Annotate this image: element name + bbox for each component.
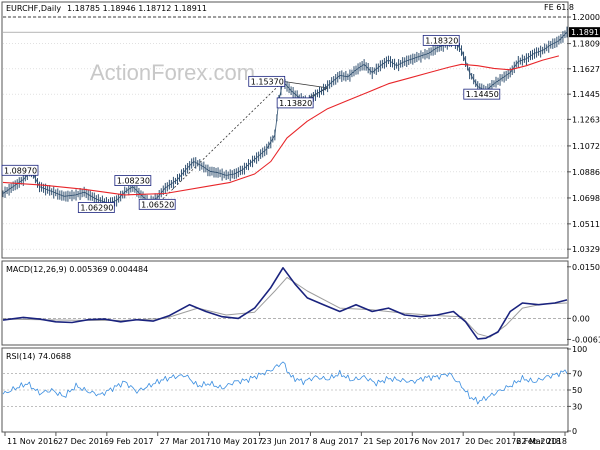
price-annotation-text: 1.18320	[425, 36, 458, 45]
chart-ohlc-values: 1.18785 1.18946 1.18712 1.18911	[67, 4, 207, 13]
x-tick-label: 9 Feb 2017	[109, 437, 154, 446]
x-tick-label: 27 Mar 2017	[160, 437, 211, 446]
macd-panel-title: MACD(12,26,9) 0.005369 0.004484	[6, 265, 148, 274]
y-tick-label: 100	[572, 345, 587, 354]
price-annotation-box	[114, 175, 152, 186]
price-annotation-text: 1.06290	[80, 204, 113, 213]
macd-line	[2, 267, 568, 340]
y-tick-label: 1.20000	[572, 13, 600, 22]
price-annotation-box	[138, 198, 176, 210]
y-tick-label: 1.10725	[572, 142, 600, 151]
fibonacci-projection-line	[282, 80, 328, 89]
x-tick-label: 23 Jun 2017	[262, 437, 310, 446]
x-tick-label: 10 May 2017	[211, 437, 263, 446]
last-price-tag	[569, 27, 600, 38]
y-tick-label: 0.00	[572, 314, 590, 323]
rsi-y-axis: 100 70 50 30 0	[567, 345, 587, 436]
y-tick-label: -0.006163	[572, 335, 600, 344]
price-annotation: 1.13820	[276, 97, 314, 109]
y-tick-label: 1.06980	[572, 194, 600, 203]
macd-y-axis: 0.015097 0.00 -0.006163	[567, 263, 600, 344]
price-annotation-box	[422, 34, 460, 46]
price-y-axis: 1.20000 1.18090 1.16275 1.14450 1.12635 1.107…	[567, 13, 600, 254]
x-tick-label: 27 Dec 2016	[58, 437, 109, 446]
chart-symbol-timeframe: EURCHF,Daily	[6, 4, 61, 13]
price-annotation-text: 1.08230	[117, 177, 150, 186]
x-tick-label: 21 Sep 2017	[363, 437, 414, 446]
y-tick-label: 1.14450	[572, 90, 600, 99]
y-tick-label: 1.12635	[572, 115, 600, 124]
price-annotations: 1.08970 1.06290 1.08230 1.06520 1.15370 1.138…	[1, 34, 501, 213]
last-price-tag-text: 1.18911	[571, 28, 600, 37]
rsi-line	[2, 361, 568, 405]
price-annotation-box	[77, 202, 115, 213]
x-tick-label: 22 Mar 2018	[516, 437, 567, 446]
y-tick-label: 1.05115	[572, 220, 600, 229]
price-annotation: 1.06290	[77, 202, 115, 213]
price-annotation-text: 1.14450	[466, 90, 499, 99]
macd-series-lines	[2, 267, 568, 340]
price-annotation: 1.08970	[1, 164, 39, 176]
price-annotation: 1.15370	[248, 75, 286, 87]
x-tick-label: 20 Dec 2017	[465, 437, 516, 446]
y-tick-label: 1.03295	[572, 245, 600, 254]
rsi-series-lines	[2, 361, 568, 405]
fibonacci-extension-label: FE 61.8	[544, 3, 574, 12]
price-annotation-text: 1.15370	[251, 77, 284, 86]
price-annotation: 1.08230	[114, 175, 152, 186]
price-annotation-box	[1, 164, 39, 176]
x-axis: 11 Nov 2016 27 Dec 2016 9 Feb 2017 27 Mar 2…	[4, 432, 567, 446]
y-tick-label: 70	[572, 370, 582, 379]
y-tick-label: 1.18090	[572, 40, 600, 49]
y-tick-label: 0.015097	[572, 263, 600, 272]
watermark-text: ActionForex.com	[90, 60, 255, 85]
price-gridlines	[3, 16, 567, 250]
price-annotation-text: 1.13820	[279, 99, 312, 108]
price-close-line	[2, 31, 568, 204]
moving-average-line	[2, 55, 560, 196]
price-annotation-text: 1.06520	[141, 200, 174, 209]
macd-panel-frame	[1, 260, 569, 346]
price-annotation-box	[276, 97, 314, 109]
price-annotation-box	[463, 88, 501, 100]
price-annotation: 1.14450	[463, 88, 501, 100]
rsi-panel-title: RSI(14) 74.0688	[6, 352, 71, 361]
y-tick-label: 50	[572, 386, 582, 395]
price-panel-frame	[1, 1, 569, 259]
x-tick-label: 6 Feb 2018	[516, 437, 561, 446]
price-annotation: 1.06520	[138, 198, 176, 210]
x-tick-label: 6 Nov 2017	[414, 437, 460, 446]
y-tick-label: 1.16275	[572, 65, 600, 74]
dotted-trendline	[156, 81, 284, 205]
price-annotation-text: 1.08970	[4, 166, 37, 175]
y-tick-label: 1.08860	[572, 168, 600, 177]
price-annotation-box	[248, 75, 286, 87]
y-tick-label: 30	[572, 402, 582, 411]
price-annotation: 1.18320	[422, 34, 460, 46]
x-tick-label: 8 Aug 2017	[312, 437, 358, 446]
y-tick-label: 0	[572, 427, 577, 436]
x-tick-label: 11 Nov 2016	[7, 437, 58, 446]
